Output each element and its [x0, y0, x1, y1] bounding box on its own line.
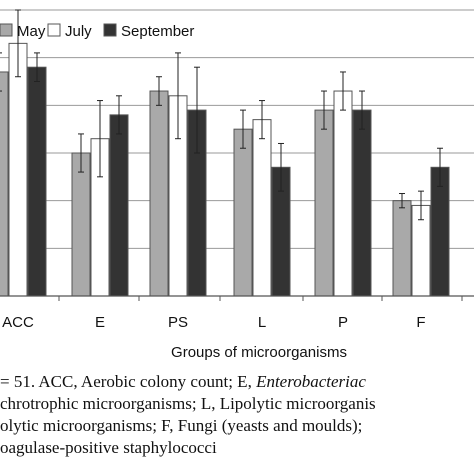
- bar: [352, 109, 372, 297]
- legend-label: September: [121, 23, 194, 40]
- legend-swatch: [0, 23, 13, 37]
- bar: [27, 66, 47, 297]
- bar: [333, 90, 353, 297]
- legend-swatch: [47, 23, 61, 37]
- bar: [314, 109, 334, 297]
- bar: [109, 114, 129, 297]
- bar: [8, 42, 28, 297]
- legend-label: May: [17, 23, 46, 40]
- legend: May July September: [0, 23, 194, 40]
- figure-caption-line-3: olytic microorganisms; F, Fungi (yeasts …: [0, 416, 363, 435]
- caption-italic-term: Enterobacteriac: [256, 372, 366, 391]
- bar: [149, 90, 169, 297]
- figure-caption-line-1: = 51. ACC, Aerobic colony count; E, Ente…: [0, 372, 474, 392]
- x-tick-label: L: [258, 314, 266, 331]
- bar: [71, 152, 91, 297]
- bar: [252, 119, 272, 297]
- x-tick-label: ACC: [2, 314, 34, 331]
- legend-label: July: [65, 23, 92, 40]
- x-tick-label: P: [338, 314, 348, 331]
- figure-caption-line-2: chrotrophic microorganisms; L, Lipolytic…: [0, 394, 376, 413]
- bar: [0, 71, 9, 297]
- bar: [233, 128, 253, 297]
- caption-text: = 51. ACC, Aerobic colony count; E,: [0, 372, 257, 391]
- x-tick-label: E: [95, 314, 105, 331]
- bars: [0, 9, 450, 297]
- legend-swatch: [103, 23, 117, 37]
- x-axis: ACC E PS L P F: [0, 295, 474, 331]
- x-tick-label: F: [416, 314, 425, 331]
- bar: [392, 200, 412, 297]
- figure-caption-line-4: oagulase-positive staphylococci: [0, 438, 217, 457]
- x-tick-label: PS: [168, 314, 188, 331]
- x-axis-label: Groups of microorganisms: [171, 344, 347, 361]
